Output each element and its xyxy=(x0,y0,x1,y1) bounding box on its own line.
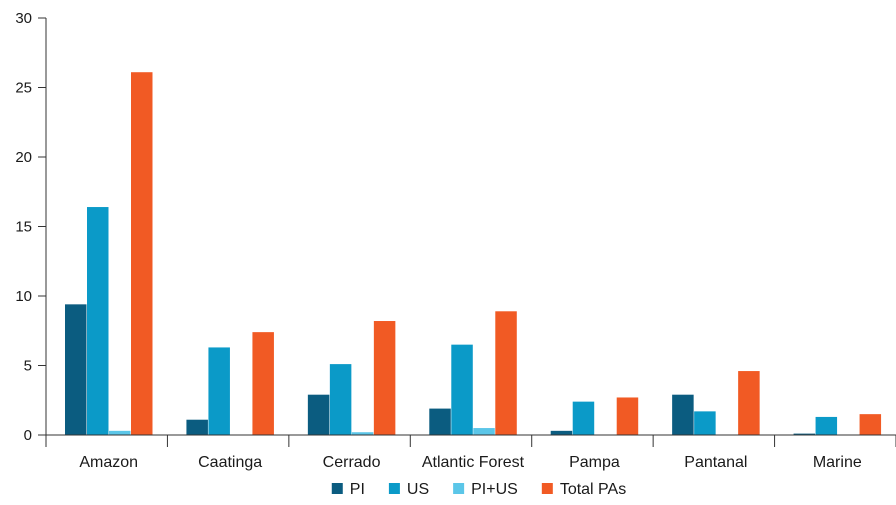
bar-total-pas-caatinga xyxy=(252,332,274,435)
x-category-label: Pantanal xyxy=(684,454,747,471)
bar-us-cerrado xyxy=(329,364,352,435)
bar-pi-marine xyxy=(793,433,816,435)
legend-label: PI xyxy=(350,481,365,498)
bar-us-pampa xyxy=(572,401,595,435)
bar-pi-cerrado xyxy=(307,394,330,435)
bar-us-marine xyxy=(815,416,838,435)
legend: PI US PI+US Total PAs xyxy=(331,481,626,498)
bar-pi-caatinga xyxy=(186,419,208,435)
legend-label: US xyxy=(407,481,429,498)
y-tick-label: 5 xyxy=(24,358,32,375)
legend-swatch xyxy=(541,483,553,494)
legend-swatch xyxy=(453,483,465,494)
y-tick-label: 0 xyxy=(24,427,32,444)
bar-total-pas-pampa xyxy=(616,397,639,435)
bar-us-amazon xyxy=(87,207,109,435)
bar-total-pas-marine xyxy=(859,414,882,435)
bar-pi-atlantic-forest xyxy=(429,408,451,435)
legend-label: Total PAs xyxy=(560,481,626,498)
y-tick-label: 15 xyxy=(15,219,32,236)
bar-total-pas-cerrado xyxy=(373,321,396,435)
y-tick-label: 20 xyxy=(15,149,32,166)
bar-total-pas-atlantic-forest xyxy=(495,311,517,435)
x-category-label: Caatinga xyxy=(198,454,262,471)
bar-total-pas-amazon xyxy=(131,72,153,436)
bar-us-atlantic-forest xyxy=(451,344,473,435)
x-category-label: Pampa xyxy=(569,454,620,471)
x-category-label: Atlantic Forest xyxy=(422,454,525,471)
axes-layer: 0 5 10 15 20 25 30 Amazon Caatinga Cerrado Atlanti… xyxy=(15,10,896,471)
x-category-label: Amazon xyxy=(79,454,138,471)
y-tick-label: 30 xyxy=(15,10,32,27)
bars-layer xyxy=(65,72,882,436)
legend-swatch xyxy=(388,483,400,494)
bar-us-caatinga xyxy=(208,347,230,435)
legend-label: PI+US xyxy=(471,481,518,498)
x-category-label: Cerrado xyxy=(323,454,381,471)
legend-swatch xyxy=(331,483,343,494)
y-tick-label: 25 xyxy=(15,80,32,97)
bar-total-pas-pantanal xyxy=(738,371,760,435)
bar-pi-pantanal xyxy=(672,394,694,435)
bar-us-pantanal xyxy=(694,411,716,435)
y-tick-label: 10 xyxy=(15,288,32,305)
bar-pi-amazon xyxy=(65,304,87,435)
bar-pi-pampa xyxy=(550,430,573,435)
bar-pi-us-amazon xyxy=(109,430,131,435)
bar-pi-us-atlantic-forest xyxy=(473,428,495,435)
bar-pi-us-cerrado xyxy=(351,432,374,435)
x-category-label: Marine xyxy=(813,454,862,471)
